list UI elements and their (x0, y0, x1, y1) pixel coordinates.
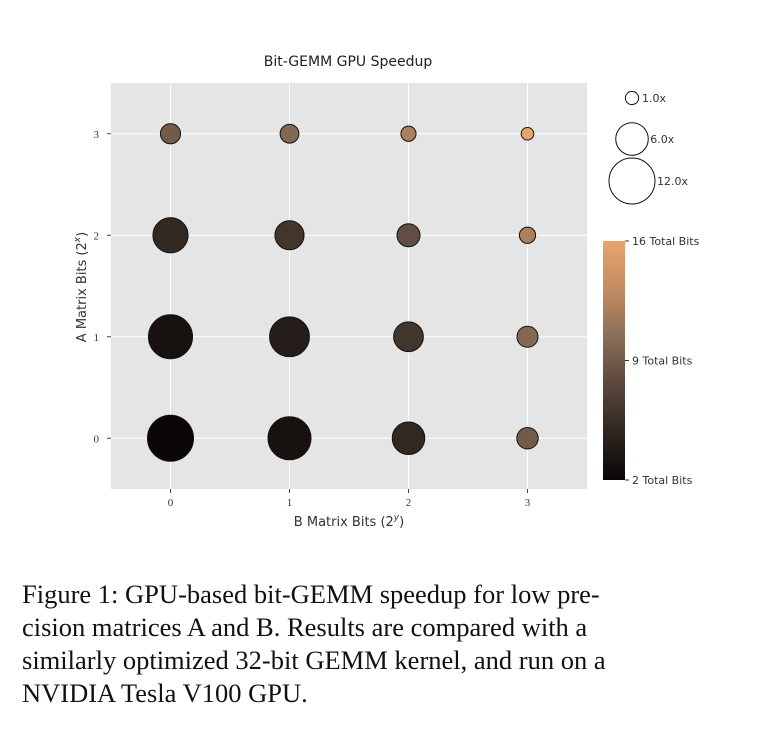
x-axis-label: B Matrix Bits (2y) (294, 513, 404, 530)
data-point (152, 217, 189, 254)
data-point (393, 321, 424, 353)
y-tick-label: 3 (94, 129, 100, 141)
colorbar-gradient (603, 241, 625, 480)
colorbar-tick-label: 2 Total Bits (632, 474, 693, 487)
x-tick-label: 3 (525, 497, 531, 509)
data-point (269, 316, 310, 358)
colorbar: 16 Total Bits 9 Total Bits 2 Total Bits (603, 235, 700, 487)
caption-line: Figure 1: GPU-based bit-GEMM speedup for… (22, 579, 600, 609)
plot-area (111, 83, 587, 489)
grid-lines (111, 83, 587, 489)
data-point (518, 226, 537, 244)
size-legend-marker (608, 157, 656, 205)
figure-caption: Figure 1: GPU-based bit-GEMM speedup for… (22, 578, 722, 710)
y-tick-label: 2 (94, 230, 100, 242)
data-point (516, 325, 539, 348)
size-legend-marker (624, 90, 640, 106)
bit-gemm-speedup-chart: Bit-GEMM GPU Speedup 0 1 2 3 0 1 2 3 B Matrix … (73, 54, 700, 530)
caption-line: similarly optimized 32-bit GEMM kernel, … (22, 645, 606, 675)
colorbar-tick-label: 16 Total Bits (632, 235, 700, 248)
size-legend-label: 12.0x (657, 175, 688, 188)
colorbar-tick-label: 9 Total Bits (632, 355, 693, 368)
x-tick-label: 0 (168, 497, 174, 509)
caption-line: NVIDIA Tesla V100 GPU. (22, 678, 308, 708)
y-tick-label: 0 (94, 433, 100, 445)
data-point (396, 223, 421, 248)
data-point (147, 414, 194, 462)
size-legend-marker (615, 122, 649, 156)
data-point (159, 123, 182, 145)
data-point (279, 123, 300, 144)
y-tick-label: 1 (94, 332, 100, 344)
data-point (400, 125, 417, 142)
data-point (274, 220, 305, 251)
data-point (391, 421, 426, 456)
size-legend-label: 6.0x (650, 133, 674, 146)
size-legend-label: 1.0x (642, 92, 666, 105)
data-point (267, 416, 312, 461)
y-axis-label: A Matrix Bits (2x) (73, 232, 90, 342)
chart-title: Bit-GEMM GPU Speedup (264, 54, 433, 70)
x-tick-label: 1 (287, 497, 293, 509)
x-tick-label: 2 (406, 497, 412, 509)
data-points (147, 123, 539, 462)
data-point (147, 314, 194, 360)
data-point (516, 427, 539, 450)
caption-line: cision matrices A and B. Results are com… (22, 612, 588, 642)
y-axis-ticks: 0 1 2 3 (94, 129, 111, 445)
size-legend: 1.0x 6.0x 12.0x (608, 90, 688, 205)
data-point (520, 126, 535, 141)
x-axis-ticks: 0 1 2 3 (168, 489, 531, 509)
